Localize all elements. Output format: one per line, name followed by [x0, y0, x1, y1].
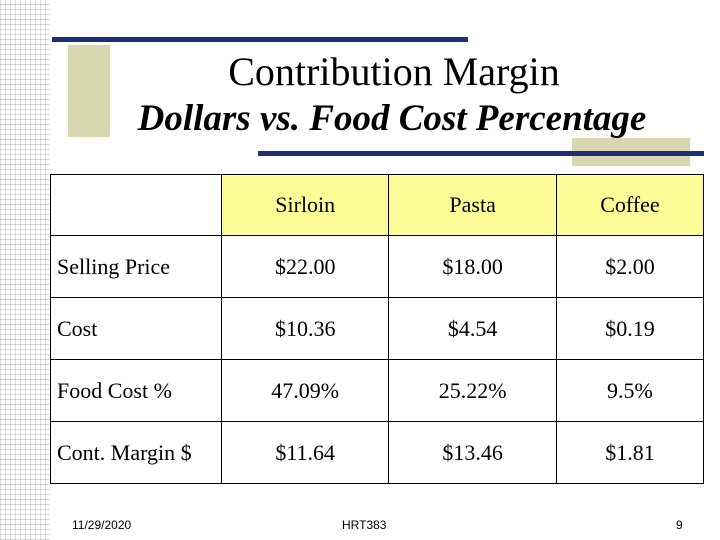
table-row: Cost $10.36 $4.54 $0.19: [50, 297, 705, 360]
table-cell: $10.36: [220, 297, 390, 360]
table-row: Food Cost % 47.09% 25.22% 9.5%: [50, 359, 705, 422]
footer-date: 11/29/2020: [72, 518, 132, 532]
row-label: Cost: [50, 297, 222, 360]
decorative-line-bottom: [258, 151, 704, 156]
footer-course: HRT383: [342, 518, 387, 532]
table-cell: $0.19: [555, 297, 705, 360]
table-cell: 47.09%: [220, 359, 390, 422]
table-cell: 9.5%: [555, 359, 705, 422]
footer-page-number: 9: [676, 518, 683, 532]
table-row: Selling Price $22.00 $18.00 $2.00: [50, 235, 705, 298]
table-cell: $22.00: [220, 235, 390, 298]
column-header: Sirloin: [220, 174, 390, 236]
slide-subtitle: Dollars vs. Food Cost Percentage: [137, 98, 647, 139]
decorative-box-left: [68, 45, 110, 137]
column-header: Coffee: [555, 174, 705, 236]
table-cell: $13.46: [388, 421, 557, 484]
row-label: Cont. Margin $: [50, 421, 222, 484]
table-header-row: Sirloin Pasta Coffee: [50, 174, 705, 236]
table-cell: $2.00: [555, 235, 705, 298]
table-corner-cell: [50, 174, 222, 236]
decorative-line-top: [52, 37, 468, 42]
slide-title: Contribution Margin: [228, 49, 560, 94]
table-row: Cont. Margin $ $11.64 $13.46 $1.81: [50, 421, 705, 484]
decorative-stripes: [0, 0, 50, 540]
table-cell: $4.54: [388, 297, 557, 360]
data-table: Sirloin Pasta Coffee Selling Price $22.0…: [50, 174, 705, 484]
table-cell: 25.22%: [388, 359, 557, 422]
row-label: Selling Price: [50, 235, 222, 298]
table-cell: $11.64: [220, 421, 390, 484]
column-header: Pasta: [388, 174, 557, 236]
table-cell: $18.00: [388, 235, 557, 298]
row-label: Food Cost %: [50, 359, 222, 422]
table-cell: $1.81: [555, 421, 705, 484]
